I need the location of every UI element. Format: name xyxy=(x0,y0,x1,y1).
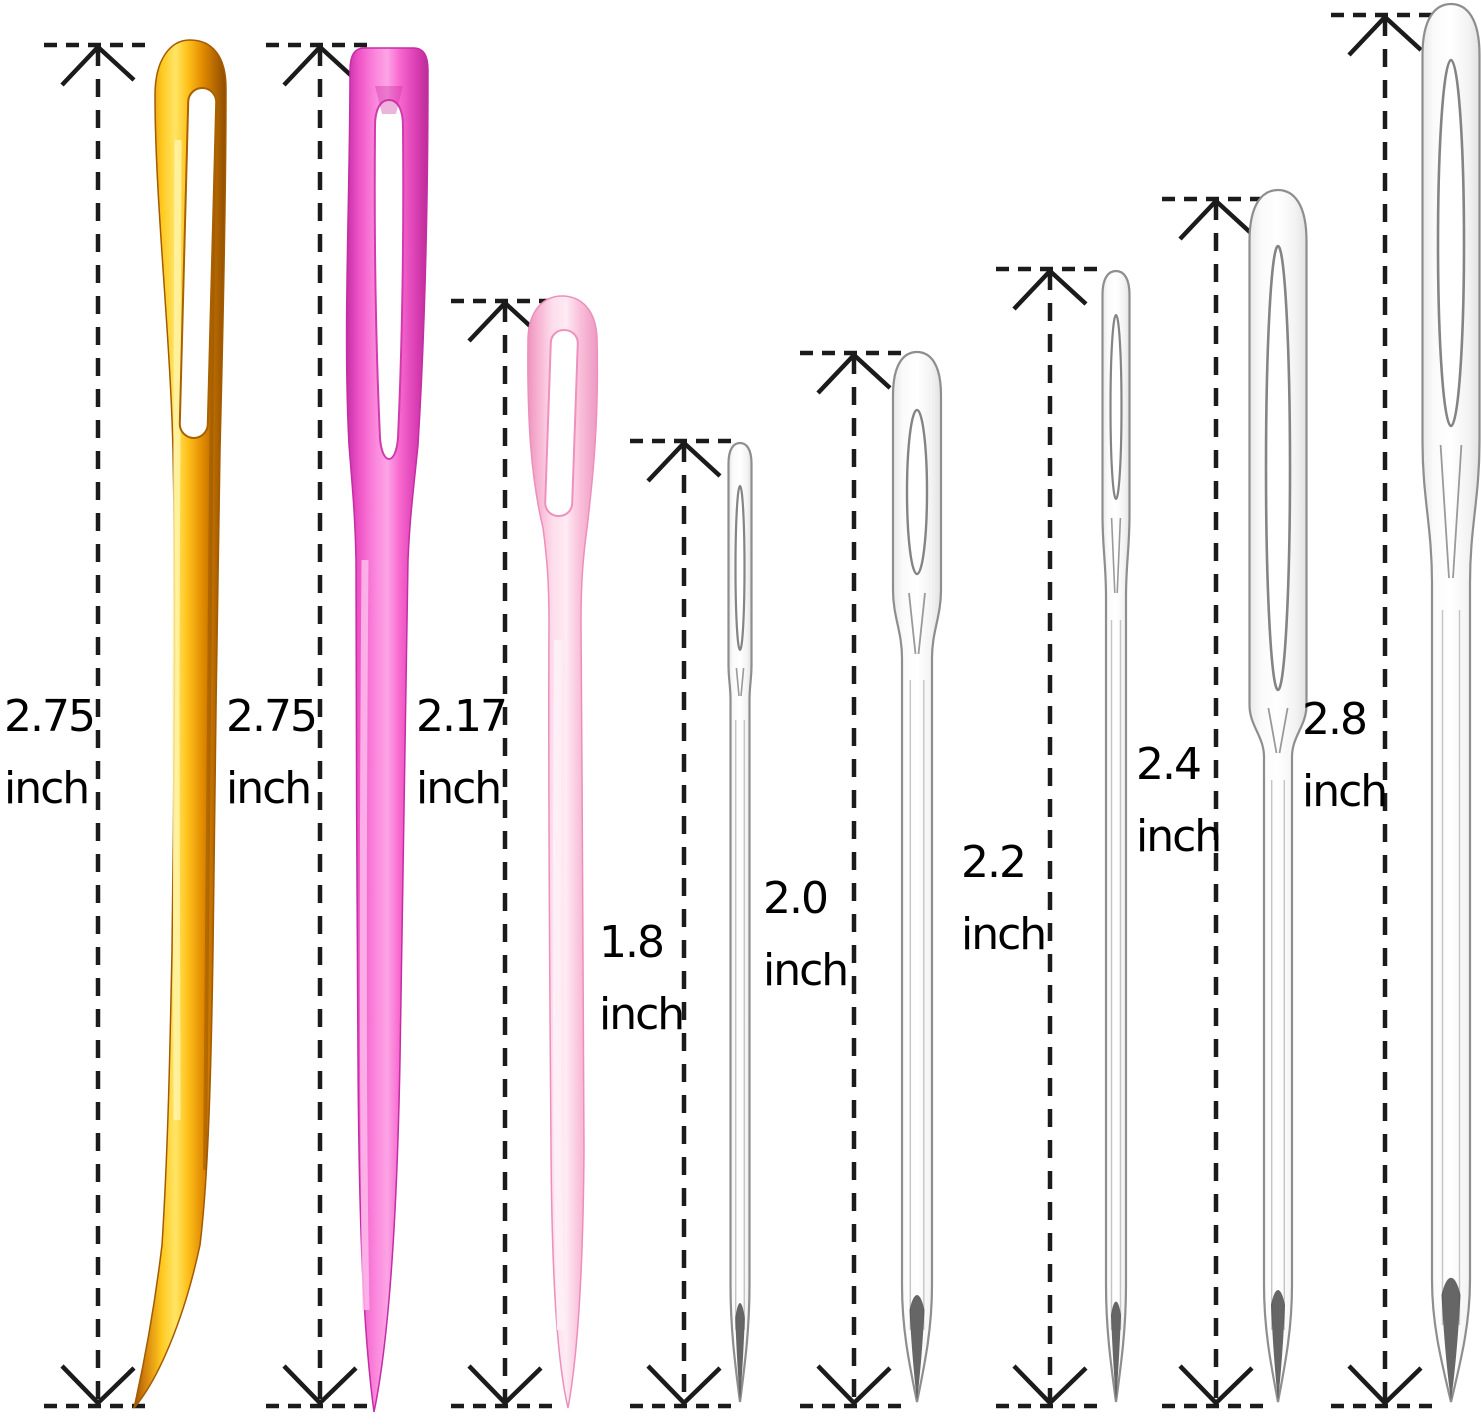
measurement-unit: inch xyxy=(1302,766,1388,817)
steel-needle-1-eye xyxy=(734,484,746,652)
measurement-label-8: 2.8 inch xyxy=(1302,684,1388,828)
measurement-unit: inch xyxy=(599,989,685,1040)
measurement-value: 2.75 xyxy=(4,691,96,742)
measurement-label-5: 2.0 inch xyxy=(763,863,849,1007)
dimension-line-6 xyxy=(996,266,1104,1409)
steel-needle-5 xyxy=(1421,2,1481,1403)
pink-plastic-yarn-needle xyxy=(345,47,429,1413)
dimension-line-7 xyxy=(1162,196,1270,1409)
measurement-value: 2.2 xyxy=(961,837,1027,888)
steel-needle-1 xyxy=(727,441,753,1403)
measurement-unit: inch xyxy=(763,945,849,996)
measurement-label-6: 2.2 inch xyxy=(961,827,1047,971)
measurement-unit: inch xyxy=(961,909,1047,960)
measurement-value: 1.8 xyxy=(599,917,665,968)
measurement-label-2: 2.75 inch xyxy=(226,681,318,825)
steel-needle-3 xyxy=(1101,269,1131,1403)
light-pink-plastic-yarn-needle xyxy=(527,295,599,1409)
measurement-label-3: 2.17 inch xyxy=(416,681,508,825)
measurement-label-7: 2.4 inch xyxy=(1136,729,1222,873)
light-pink-needle-eye xyxy=(544,329,579,517)
measurement-value: 2.75 xyxy=(226,691,318,742)
gold-bent-yarn-needle xyxy=(133,39,227,1409)
dimension-line-1 xyxy=(44,42,152,1409)
measurement-value: 2.0 xyxy=(763,873,829,924)
measurement-unit: inch xyxy=(416,763,502,814)
steel-needle-4 xyxy=(1248,188,1308,1403)
measurement-value: 2.4 xyxy=(1136,739,1202,790)
steel-needle-2-eye xyxy=(905,408,929,576)
dimension-line-8 xyxy=(1331,12,1439,1409)
measurement-unit: inch xyxy=(4,763,90,814)
measurement-label-4: 1.8 inch xyxy=(599,907,685,1051)
measurement-unit: inch xyxy=(226,763,312,814)
dimension-line-5 xyxy=(800,350,908,1409)
measurement-unit: inch xyxy=(1136,811,1222,862)
measurement-value: 2.8 xyxy=(1302,694,1368,745)
gold-needle-eye xyxy=(178,87,218,439)
steel-needle-4-eye xyxy=(1264,244,1292,692)
measurement-label-1: 2.75 inch xyxy=(4,681,96,825)
steel-needle-3-eye xyxy=(1109,313,1123,501)
steel-needle-2 xyxy=(891,350,943,1403)
measurement-value: 2.17 xyxy=(416,691,508,742)
dimension-line-4 xyxy=(630,438,738,1409)
steel-needle-5-eye xyxy=(1436,58,1466,428)
pink-needle-eye xyxy=(373,98,405,460)
dimension-line-2 xyxy=(266,42,374,1409)
